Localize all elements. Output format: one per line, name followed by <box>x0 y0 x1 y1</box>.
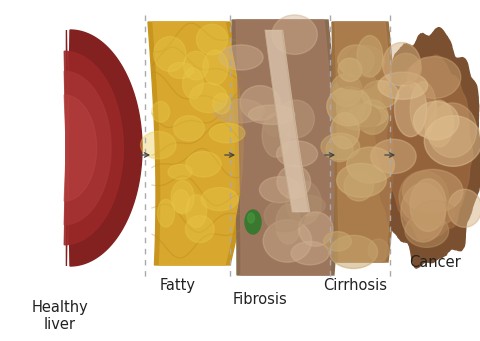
Ellipse shape <box>209 123 245 143</box>
Text: Fibrosis: Fibrosis <box>233 292 288 307</box>
Polygon shape <box>66 30 142 266</box>
Ellipse shape <box>337 72 376 90</box>
Ellipse shape <box>348 105 387 127</box>
Ellipse shape <box>401 183 445 242</box>
Ellipse shape <box>344 171 373 201</box>
Ellipse shape <box>395 81 427 137</box>
Ellipse shape <box>277 165 311 199</box>
Ellipse shape <box>190 83 228 113</box>
Polygon shape <box>64 51 123 245</box>
Ellipse shape <box>168 164 192 179</box>
Ellipse shape <box>291 195 325 216</box>
Text: Cancer: Cancer <box>409 255 461 270</box>
Ellipse shape <box>338 45 374 76</box>
Ellipse shape <box>291 241 329 265</box>
Ellipse shape <box>336 89 365 124</box>
Ellipse shape <box>173 190 190 213</box>
Text: Cirrhosis: Cirrhosis <box>323 278 387 293</box>
Ellipse shape <box>410 81 436 136</box>
Polygon shape <box>148 22 248 265</box>
Ellipse shape <box>331 74 362 107</box>
Ellipse shape <box>157 199 175 227</box>
Ellipse shape <box>183 51 208 80</box>
Polygon shape <box>236 20 334 275</box>
Ellipse shape <box>378 72 428 99</box>
Ellipse shape <box>276 204 301 244</box>
Ellipse shape <box>327 87 371 126</box>
Ellipse shape <box>326 136 353 162</box>
Ellipse shape <box>286 181 322 225</box>
Ellipse shape <box>346 46 384 76</box>
Ellipse shape <box>219 45 263 70</box>
Ellipse shape <box>368 239 389 262</box>
Ellipse shape <box>259 177 300 203</box>
Ellipse shape <box>448 189 480 227</box>
Ellipse shape <box>347 147 395 183</box>
Ellipse shape <box>141 131 176 159</box>
Ellipse shape <box>408 57 461 99</box>
Ellipse shape <box>186 195 207 227</box>
Text: Healthy
liver: Healthy liver <box>32 300 88 332</box>
Ellipse shape <box>415 200 455 226</box>
Polygon shape <box>388 55 473 240</box>
Ellipse shape <box>186 151 221 177</box>
Ellipse shape <box>383 43 420 86</box>
Ellipse shape <box>278 100 314 138</box>
Ellipse shape <box>240 86 280 120</box>
Ellipse shape <box>203 50 228 85</box>
Polygon shape <box>64 71 111 225</box>
Ellipse shape <box>399 171 449 223</box>
Ellipse shape <box>214 99 265 123</box>
Text: Fatty: Fatty <box>160 278 196 293</box>
Ellipse shape <box>245 210 261 234</box>
Ellipse shape <box>357 35 383 77</box>
Polygon shape <box>375 28 480 268</box>
Ellipse shape <box>333 79 360 100</box>
Ellipse shape <box>425 100 454 147</box>
Ellipse shape <box>264 199 305 232</box>
Ellipse shape <box>171 180 194 214</box>
Ellipse shape <box>413 102 459 140</box>
Polygon shape <box>64 95 96 201</box>
Ellipse shape <box>262 113 290 157</box>
Ellipse shape <box>173 116 204 141</box>
Polygon shape <box>232 20 338 275</box>
Ellipse shape <box>196 24 228 55</box>
Ellipse shape <box>262 102 291 137</box>
Ellipse shape <box>249 105 295 124</box>
Ellipse shape <box>338 58 362 81</box>
Ellipse shape <box>336 163 386 197</box>
Ellipse shape <box>263 220 312 262</box>
Ellipse shape <box>331 113 360 149</box>
Polygon shape <box>153 22 243 265</box>
Ellipse shape <box>428 103 477 158</box>
Ellipse shape <box>213 93 231 114</box>
Ellipse shape <box>410 179 446 232</box>
Ellipse shape <box>402 169 463 213</box>
Ellipse shape <box>152 101 170 122</box>
Polygon shape <box>335 22 393 262</box>
Ellipse shape <box>272 15 317 55</box>
Ellipse shape <box>168 62 193 78</box>
Polygon shape <box>332 22 396 262</box>
Ellipse shape <box>299 212 333 246</box>
Ellipse shape <box>248 213 254 223</box>
Ellipse shape <box>405 214 449 247</box>
Ellipse shape <box>338 104 380 130</box>
Ellipse shape <box>182 68 203 99</box>
Ellipse shape <box>424 116 480 166</box>
Ellipse shape <box>276 141 318 167</box>
Ellipse shape <box>357 100 388 134</box>
Ellipse shape <box>201 188 238 211</box>
Ellipse shape <box>391 53 421 84</box>
Ellipse shape <box>371 139 416 174</box>
Ellipse shape <box>321 133 360 160</box>
Ellipse shape <box>324 232 351 251</box>
Ellipse shape <box>154 36 186 72</box>
Ellipse shape <box>362 80 398 108</box>
Ellipse shape <box>185 216 214 242</box>
Ellipse shape <box>329 235 378 268</box>
